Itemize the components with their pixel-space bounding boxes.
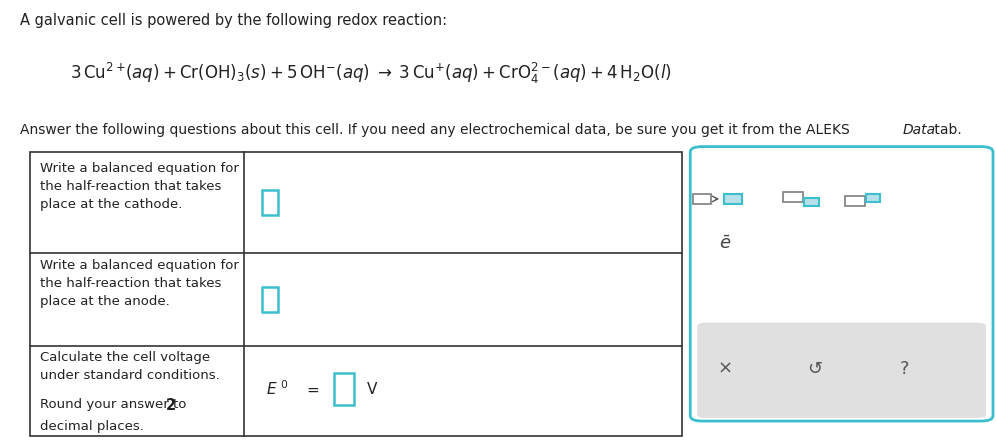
FancyBboxPatch shape [262, 287, 278, 312]
Text: tab.: tab. [930, 123, 962, 137]
Text: A galvanic cell is powered by the following redox reaction:: A galvanic cell is powered by the follow… [20, 13, 447, 29]
FancyBboxPatch shape [866, 194, 880, 202]
Text: $E\,^{\,0}$: $E\,^{\,0}$ [266, 380, 288, 398]
Text: $=$: $=$ [304, 381, 320, 396]
Text: $\bar{e}$: $\bar{e}$ [719, 235, 731, 253]
FancyBboxPatch shape [262, 190, 278, 215]
Text: decimal places.: decimal places. [40, 420, 143, 433]
Text: ×: × [717, 360, 733, 378]
Text: $3\,\mathrm{Cu}^{2+}\!(\mathit{aq}) + \mathrm{Cr(OH)_3}(\mathit{s}) + 5\,\mathrm: $3\,\mathrm{Cu}^{2+}\!(\mathit{aq}) + \m… [70, 61, 671, 86]
Text: $\mathrm{V}$: $\mathrm{V}$ [366, 381, 377, 397]
Text: Round your answer to: Round your answer to [40, 398, 190, 411]
Text: ?: ? [899, 360, 909, 378]
Text: Answer the following questions about this cell. If you need any electrochemical : Answer the following questions about thi… [20, 123, 854, 137]
FancyBboxPatch shape [783, 192, 803, 202]
FancyBboxPatch shape [693, 194, 711, 204]
Text: 2: 2 [166, 398, 176, 413]
Text: Data: Data [902, 123, 935, 137]
FancyBboxPatch shape [334, 373, 354, 405]
Text: Calculate the cell voltage
under standard conditions.: Calculate the cell voltage under standar… [40, 351, 219, 382]
Text: Write a balanced equation for
the half-reaction that takes
place at the cathode.: Write a balanced equation for the half-r… [40, 162, 239, 211]
FancyBboxPatch shape [690, 147, 993, 421]
Text: ↺: ↺ [807, 360, 823, 378]
Text: Write a balanced equation for
the half-reaction that takes
place at the anode.: Write a balanced equation for the half-r… [40, 259, 239, 308]
FancyBboxPatch shape [697, 323, 986, 418]
FancyBboxPatch shape [845, 196, 865, 206]
FancyBboxPatch shape [804, 198, 819, 206]
FancyBboxPatch shape [724, 194, 742, 204]
